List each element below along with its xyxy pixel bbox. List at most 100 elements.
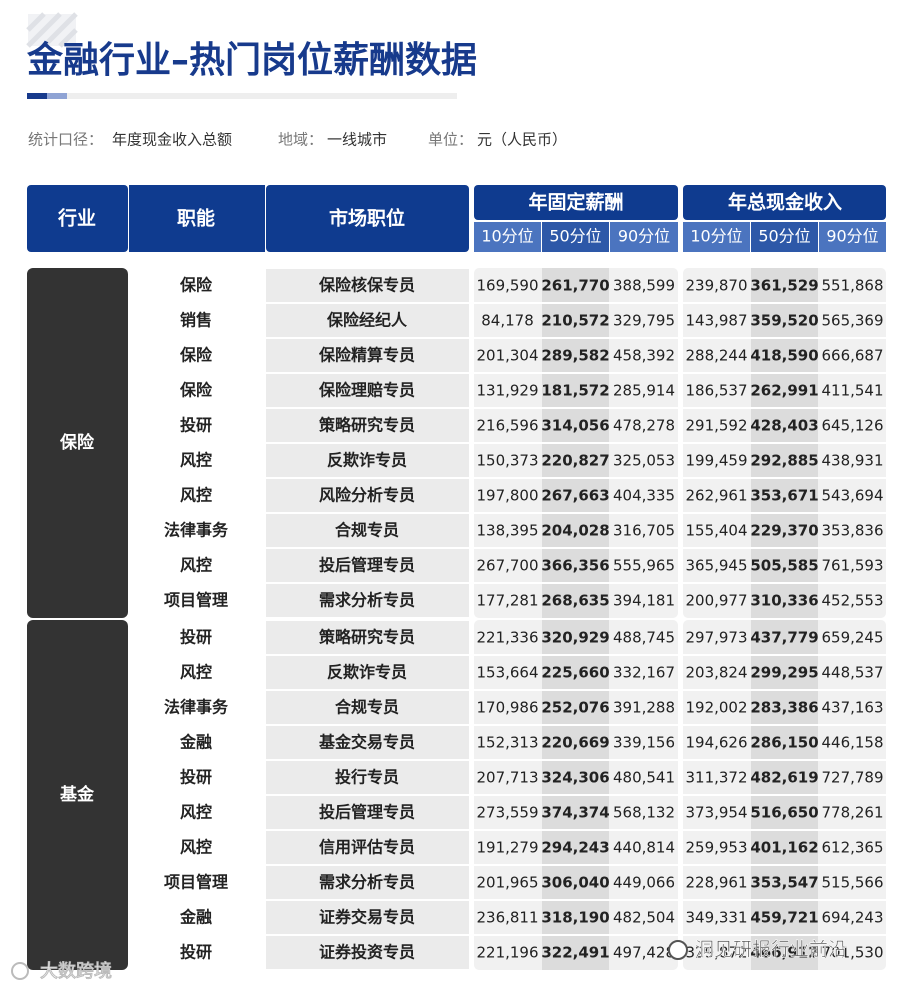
industry-cell <box>27 620 128 970</box>
salary-value: 418,590 <box>750 347 818 365</box>
position-cell <box>266 549 469 582</box>
salary-value: 488,745 <box>613 629 675 647</box>
salary-value: 440,814 <box>613 839 675 857</box>
salary-value: 325,053 <box>613 452 675 470</box>
salary-value: 353,836 <box>821 522 883 540</box>
salary-value: 152,313 <box>476 734 538 752</box>
watermark: 洞见研报行业前沿 <box>695 939 847 961</box>
salary-value: 285,914 <box>613 382 675 400</box>
function-text: 项目管理 <box>164 591 228 610</box>
salary-value: 466,912 <box>750 944 818 962</box>
salary-value: 497,428 <box>613 944 675 962</box>
function-text: 投研 <box>180 416 212 435</box>
salary-value: 332,167 <box>613 664 675 682</box>
salary-value: 207,713 <box>476 769 538 787</box>
function-text: 投研 <box>180 628 212 647</box>
position-cell <box>266 409 469 442</box>
salary-value: 482,619 <box>750 769 818 787</box>
position-text: 投后管理专员 <box>319 803 415 822</box>
function-text: 保险 <box>179 346 213 365</box>
position-text: 投后管理专员 <box>319 556 415 575</box>
salary-value: 192,002 <box>685 699 747 717</box>
salary-value: 220,827 <box>541 452 609 470</box>
salary-value: 138,395 <box>476 522 538 540</box>
salary-value: 353,547 <box>750 874 818 892</box>
salary-value: 186,537 <box>685 382 747 400</box>
salary-value: 181,572 <box>541 382 609 400</box>
function-text: 法律事务 <box>164 698 229 717</box>
salary-value: 204,028 <box>541 522 609 540</box>
salary-value: 267,663 <box>541 487 609 505</box>
function-text: 投研 <box>180 943 212 962</box>
function-text: 风控 <box>180 663 212 682</box>
position-text: 证券交易专员 <box>319 908 415 927</box>
salary-value: 297,973 <box>685 629 747 647</box>
position-text: 保险理赔专员 <box>318 381 415 400</box>
position-text: 基金交易专员 <box>318 733 415 752</box>
position-text: 策略研究专员 <box>318 628 415 647</box>
function-text: 金融 <box>179 908 212 927</box>
salary-value: 388,599 <box>613 277 675 295</box>
salary-value: 694,243 <box>821 909 883 927</box>
subheader-text: 10分位 <box>481 227 533 246</box>
salary-value: 143,987 <box>685 312 747 330</box>
salary-value: 191,279 <box>476 839 538 857</box>
salary-value: 645,126 <box>821 417 883 435</box>
salary-value: 329,795 <box>613 312 675 330</box>
salary-value: 131,929 <box>476 382 538 400</box>
salary-value: 459,721 <box>750 909 818 927</box>
salary-value: 353,671 <box>750 487 818 505</box>
salary-value: 401,162 <box>750 839 818 857</box>
salary-value: 612,365 <box>821 839 883 857</box>
salary-value: 458,392 <box>613 347 675 365</box>
salary-value: 150,373 <box>476 452 538 470</box>
salary-value: 236,811 <box>476 909 538 927</box>
salary-value: 299,295 <box>750 664 818 682</box>
position-text: 反欺诈专员 <box>327 663 407 682</box>
salary-value: 394,181 <box>613 592 675 610</box>
industry-text: 保险 <box>59 432 95 453</box>
header-text: 年固定薪酬 <box>528 191 623 214</box>
function-text: 风控 <box>180 803 212 822</box>
salary-value: 543,694 <box>821 487 883 505</box>
function-text: 风控 <box>180 556 212 575</box>
subheader-cell <box>542 222 609 252</box>
salary-value: 329,872 <box>685 944 747 962</box>
salary-value: 404,335 <box>613 487 675 505</box>
position-cell <box>266 514 469 547</box>
function-text: 法律事务 <box>164 521 229 540</box>
salary-value: 448,537 <box>821 664 883 682</box>
salary-value: 283,386 <box>750 699 818 717</box>
watermark-icon <box>11 962 29 980</box>
salary-value: 446,158 <box>821 734 883 752</box>
function-text: 销售 <box>180 311 212 330</box>
header-cell <box>129 185 265 252</box>
salary-value: 155,404 <box>685 522 747 540</box>
function-text: 金融 <box>179 733 212 752</box>
header-cell <box>683 185 886 220</box>
title-bar <box>67 93 457 99</box>
meta-label: 统计口径： <box>28 131 103 149</box>
meta-label: 地域： <box>278 131 323 149</box>
position-text: 风险分析专员 <box>319 486 415 505</box>
subheader-text: 90分位 <box>618 227 670 246</box>
salary-value: 555,965 <box>613 557 675 575</box>
header-cell <box>27 185 128 252</box>
salary-value: 727,789 <box>821 769 883 787</box>
salary-value: 516,650 <box>750 804 818 822</box>
salary-value: 373,954 <box>685 804 747 822</box>
salary-value: 349,331 <box>685 909 747 927</box>
title-bar <box>47 93 67 99</box>
salary-value: 314,056 <box>541 417 609 435</box>
function-text: 风控 <box>180 451 212 470</box>
salary-value: 201,965 <box>476 874 538 892</box>
salary-value: 291,592 <box>685 417 747 435</box>
salary-value: 169,590 <box>476 277 538 295</box>
salary-value: 289,582 <box>541 347 609 365</box>
salary-value: 322,491 <box>541 944 609 962</box>
salary-value: 262,961 <box>685 487 747 505</box>
salary-value: 225,660 <box>541 664 609 682</box>
header-text: 市场职位 <box>329 207 405 230</box>
watermark: 大数跨境 <box>40 961 112 982</box>
salary-value: 259,953 <box>685 839 747 857</box>
